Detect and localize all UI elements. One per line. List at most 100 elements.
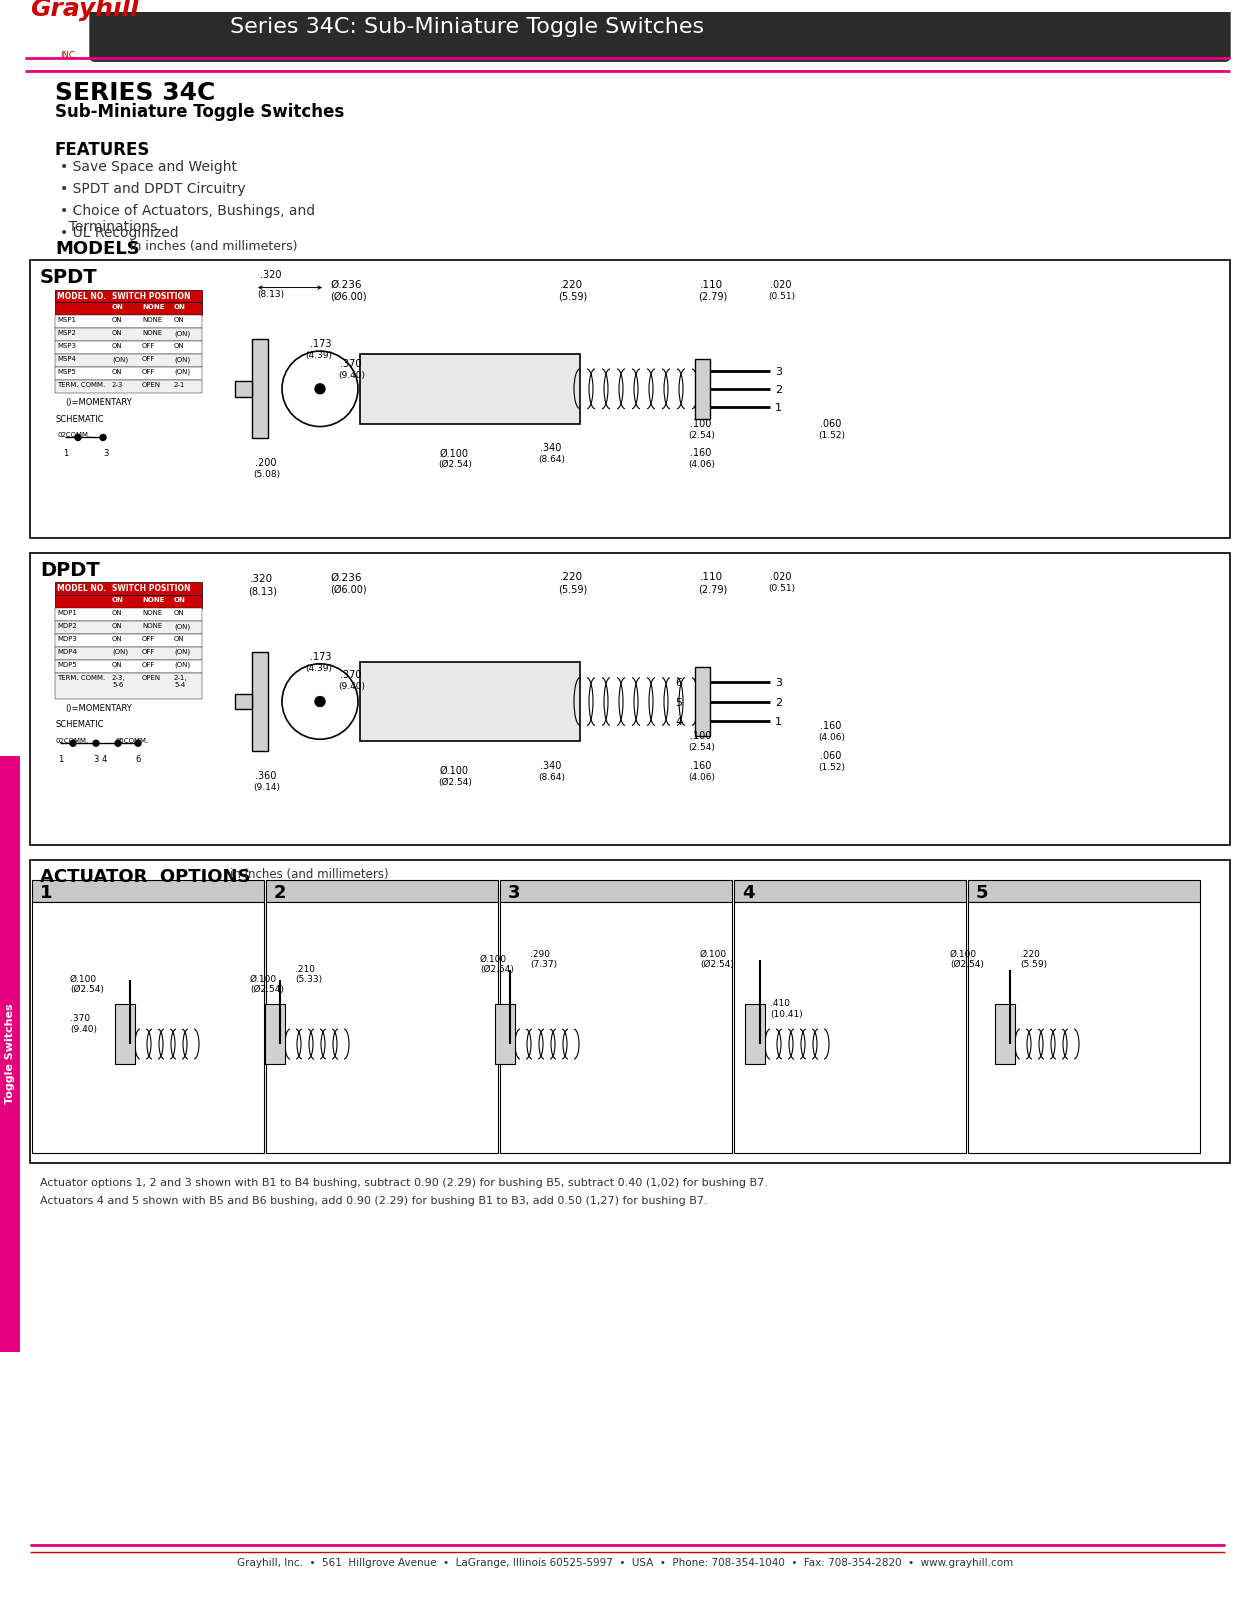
Text: (ON): (ON) bbox=[174, 662, 190, 669]
Text: 2: 2 bbox=[776, 698, 782, 707]
Text: ON: ON bbox=[113, 622, 123, 629]
Text: Actuators 4 and 5 shown with B5 and B6 bushing, add 0.90 (2.29) for bushing B1 t: Actuators 4 and 5 shown with B5 and B6 b… bbox=[40, 1195, 708, 1206]
Bar bbox=[30, 259, 1230, 538]
Text: (2.79): (2.79) bbox=[698, 291, 727, 301]
Text: (4.06): (4.06) bbox=[688, 461, 716, 469]
Text: .210
(5.33): .210 (5.33) bbox=[295, 965, 322, 984]
Bar bbox=[360, 354, 580, 424]
Text: .340: .340 bbox=[540, 762, 562, 771]
Bar bbox=[696, 667, 711, 736]
Text: (8.64): (8.64) bbox=[538, 456, 565, 464]
Text: ON: ON bbox=[174, 610, 185, 616]
Text: ON: ON bbox=[174, 342, 185, 349]
Text: in inches (and millimeters): in inches (and millimeters) bbox=[130, 240, 298, 253]
Text: 1: 1 bbox=[58, 755, 64, 765]
Text: MDP5: MDP5 bbox=[58, 662, 76, 667]
Text: Toggle Switches: Toggle Switches bbox=[5, 1003, 15, 1104]
Text: .060: .060 bbox=[819, 750, 842, 762]
Text: (4.06): (4.06) bbox=[688, 773, 716, 782]
Text: OFF: OFF bbox=[143, 370, 155, 374]
Text: MSP1: MSP1 bbox=[58, 317, 76, 323]
Text: 2-1: 2-1 bbox=[174, 382, 185, 387]
Text: SWITCH POSITION: SWITCH POSITION bbox=[113, 291, 190, 301]
Text: (Ø6.00): (Ø6.00) bbox=[330, 291, 367, 301]
Text: MDP3: MDP3 bbox=[58, 637, 76, 642]
Text: (8.13): (8.13) bbox=[248, 586, 276, 597]
Text: in inches (and millimeters): in inches (and millimeters) bbox=[230, 869, 389, 882]
Text: 1: 1 bbox=[776, 717, 782, 728]
Text: NONE: NONE bbox=[143, 610, 163, 616]
Text: .060: .060 bbox=[819, 419, 842, 429]
Text: MDP1: MDP1 bbox=[58, 610, 76, 616]
Text: (Ø2.54): (Ø2.54) bbox=[438, 778, 472, 787]
Text: OFF: OFF bbox=[143, 662, 155, 667]
Text: 02COMM.: 02COMM. bbox=[58, 432, 90, 438]
Text: ACTUATOR  OPTIONS: ACTUATOR OPTIONS bbox=[40, 869, 250, 886]
Bar bbox=[55, 621, 201, 634]
Text: MODELS: MODELS bbox=[55, 240, 140, 258]
Bar bbox=[55, 672, 201, 699]
Text: MSP5: MSP5 bbox=[58, 370, 76, 374]
Bar bbox=[33, 902, 264, 1154]
Text: 5: 5 bbox=[676, 698, 682, 707]
FancyBboxPatch shape bbox=[90, 0, 1230, 61]
Text: (ON): (ON) bbox=[174, 330, 190, 336]
Text: .370: .370 bbox=[340, 358, 362, 370]
Text: (0.51): (0.51) bbox=[768, 291, 796, 301]
Circle shape bbox=[100, 435, 106, 440]
Text: MODEL NO.: MODEL NO. bbox=[58, 584, 106, 594]
Text: (ON): (ON) bbox=[174, 650, 190, 656]
Bar bbox=[55, 646, 201, 659]
Text: SCHEMATIC: SCHEMATIC bbox=[55, 720, 104, 730]
Text: 6: 6 bbox=[676, 678, 682, 688]
Text: .220
(5.59): .220 (5.59) bbox=[1020, 950, 1047, 970]
Bar bbox=[266, 880, 498, 902]
Bar bbox=[55, 315, 201, 328]
Text: SPDT: SPDT bbox=[40, 267, 98, 286]
Text: .320: .320 bbox=[260, 270, 281, 280]
Text: 02COMM.: 02COMM. bbox=[55, 738, 89, 744]
Text: 3: 3 bbox=[776, 366, 782, 378]
Bar bbox=[734, 880, 966, 902]
Text: MODEL NO.: MODEL NO. bbox=[58, 291, 106, 301]
Text: MSP4: MSP4 bbox=[58, 357, 76, 362]
Text: • SPDT and DPDT Circuitry: • SPDT and DPDT Circuitry bbox=[60, 182, 245, 197]
Text: Ø.236: Ø.236 bbox=[330, 280, 362, 290]
Text: NONE: NONE bbox=[143, 622, 163, 629]
Text: (ON): (ON) bbox=[174, 370, 190, 376]
Bar bbox=[251, 339, 268, 438]
Text: .220: .220 bbox=[560, 573, 583, 582]
Bar bbox=[55, 302, 201, 315]
Text: (ON): (ON) bbox=[174, 622, 190, 630]
Text: ON: ON bbox=[174, 317, 185, 323]
Text: • Save Space and Weight: • Save Space and Weight bbox=[60, 160, 236, 174]
Bar bbox=[55, 366, 201, 379]
Text: ON: ON bbox=[174, 304, 186, 310]
Text: OFF: OFF bbox=[143, 342, 155, 349]
Text: .110: .110 bbox=[701, 573, 723, 582]
Text: .160: .160 bbox=[819, 722, 842, 731]
Text: Grayhill, Inc.  •  561  Hillgrove Avenue  •  LaGrange, Illinois 60525-5997  •  U: Grayhill, Inc. • 561 Hillgrove Avenue • … bbox=[236, 1558, 1013, 1568]
Text: Ø.100
(Ø2.54): Ø.100 (Ø2.54) bbox=[250, 974, 284, 994]
Text: ON: ON bbox=[113, 637, 123, 642]
Text: (8.64): (8.64) bbox=[538, 773, 565, 782]
Text: OFF: OFF bbox=[143, 357, 155, 362]
Text: ON: ON bbox=[113, 304, 124, 310]
Text: .320: .320 bbox=[250, 574, 273, 584]
Text: .340: .340 bbox=[540, 443, 562, 453]
Text: Ø.100
(Ø2.54): Ø.100 (Ø2.54) bbox=[950, 950, 983, 970]
Bar bbox=[33, 880, 264, 902]
Text: (2.79): (2.79) bbox=[698, 584, 727, 594]
Text: (4.39): (4.39) bbox=[305, 664, 332, 674]
Bar bbox=[235, 693, 251, 709]
Text: ON: ON bbox=[113, 597, 124, 603]
Bar bbox=[55, 379, 201, 392]
Text: TERM. COMM.: TERM. COMM. bbox=[58, 675, 105, 680]
Text: Actuator options 1, 2 and 3 shown with B1 to B4 bushing, subtract 0.90 (2.29) fo: Actuator options 1, 2 and 3 shown with B… bbox=[40, 1178, 768, 1189]
Text: 5: 5 bbox=[976, 885, 988, 902]
Text: Sub-Miniature Toggle Switches: Sub-Miniature Toggle Switches bbox=[55, 102, 344, 122]
Bar bbox=[968, 902, 1200, 1154]
Text: .370
(9.40): .370 (9.40) bbox=[70, 1014, 98, 1034]
Text: (1.52): (1.52) bbox=[818, 763, 844, 773]
Text: NONE: NONE bbox=[143, 317, 163, 323]
